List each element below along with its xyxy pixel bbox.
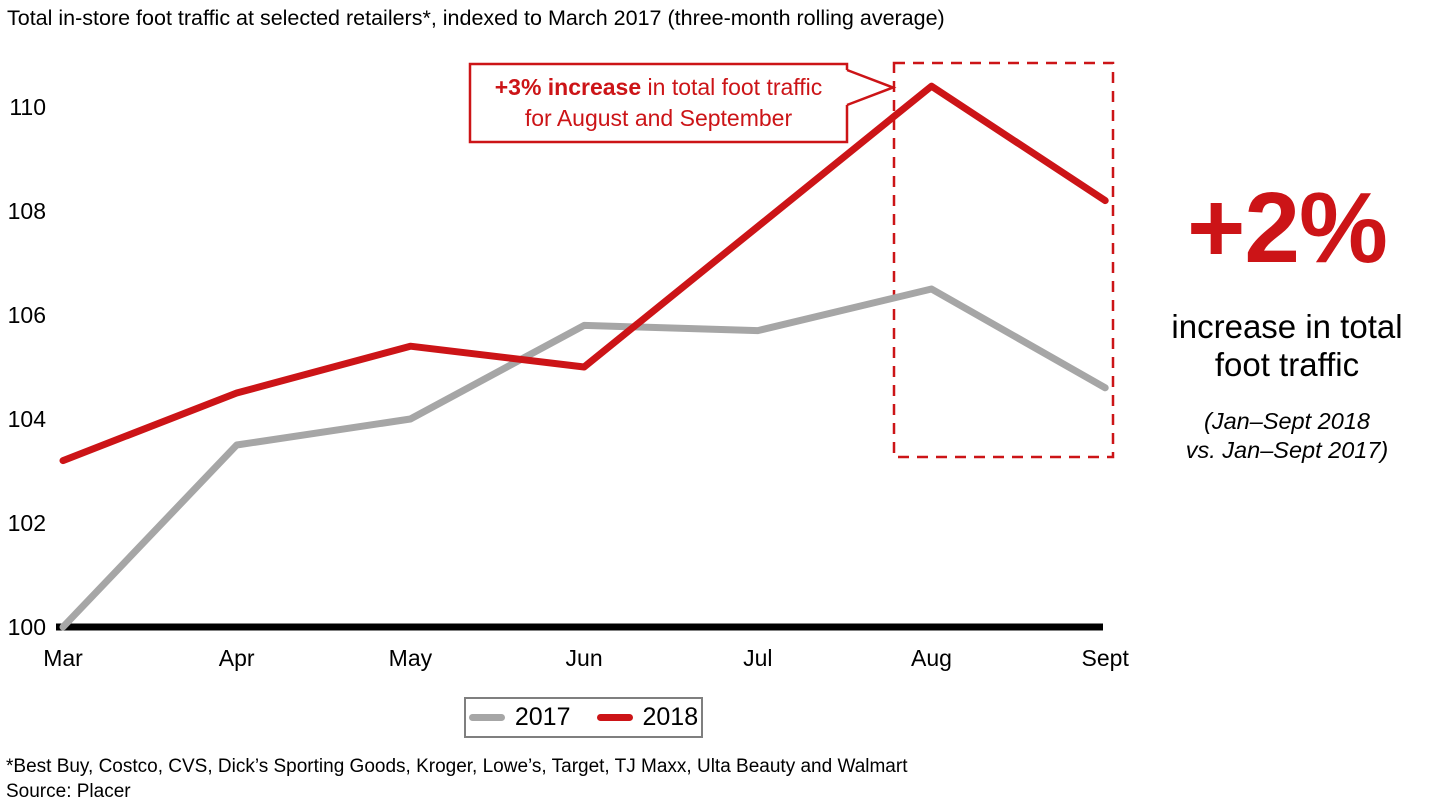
- x-axis-tick-label: Jul: [743, 645, 772, 671]
- callout-annotation: +3% increase in total foot traffic for Au…: [472, 66, 845, 140]
- legend-item-2018: 2018: [596, 703, 699, 732]
- legend-swatch-2018: [596, 714, 633, 721]
- kpi-caption-line2: vs. Jan–Sept 2017): [1185, 436, 1389, 463]
- kpi-value: +2%: [1187, 172, 1388, 284]
- callout-box-border: [468, 62, 849, 144]
- kpi-label-line2: foot traffic: [1214, 345, 1360, 383]
- legend-label-2018: 2018: [642, 703, 699, 731]
- legend-item-2017: 2017: [468, 703, 571, 732]
- x-axis-tick-label: Sept: [1082, 645, 1130, 671]
- x-axis-tick-label: May: [389, 645, 433, 671]
- callout-line2-text: for August and September: [524, 105, 793, 131]
- footnote-retailers: *Best Buy, Costco, CVS, Dick’s Sporting …: [6, 756, 908, 777]
- y-axis-tick-label: 100: [8, 614, 46, 640]
- x-axis-tick-label: Aug: [911, 645, 952, 671]
- footnotes: *Best Buy, Costco, CVS, Dick’s Sporting …: [6, 754, 907, 804]
- callout-annotation-text: +3% increase in total foot traffic for Au…: [495, 72, 823, 134]
- series-line-2017: [59, 285, 1109, 631]
- legend: 2017 2018: [464, 697, 703, 738]
- kpi-caption-line1: (Jan–Sept 2018: [1204, 407, 1370, 434]
- callout-bold-text: +3% increase: [494, 73, 642, 100]
- legend-label-2017: 2017: [514, 703, 571, 731]
- x-axis-tick-label: Jun: [566, 645, 603, 671]
- y-axis-tick-label: 104: [8, 406, 47, 432]
- chart-title: Total in-store foot traffic at selected …: [7, 6, 945, 30]
- legend-swatch-2017: [468, 714, 505, 721]
- kpi-label: increase in total foot traffic: [1134, 308, 1440, 384]
- y-axis-tick-label: 102: [8, 510, 46, 536]
- kpi-caption: (Jan–Sept 2018 vs. Jan–Sept 2017): [1134, 407, 1440, 464]
- y-axis-tick-label: 106: [8, 302, 46, 328]
- kpi-label-line1: increase in total: [1171, 308, 1403, 345]
- callout-arrow-icon: [846, 68, 897, 107]
- kpi-panel: +2% increase in total foot traffic (Jan–…: [1134, 178, 1440, 464]
- highlight-dashed-box: [892, 61, 1115, 459]
- y-axis-tick-label: 110: [9, 94, 46, 120]
- series-line-2018: [59, 82, 1109, 465]
- x-axis-tick-label: Mar: [43, 645, 83, 671]
- x-axis-tick-label: Apr: [219, 645, 255, 671]
- callout-rest-text: in total foot traffic: [641, 73, 823, 100]
- footnote-source: Source: Placer: [6, 781, 131, 802]
- y-axis-tick-label: 108: [8, 198, 46, 224]
